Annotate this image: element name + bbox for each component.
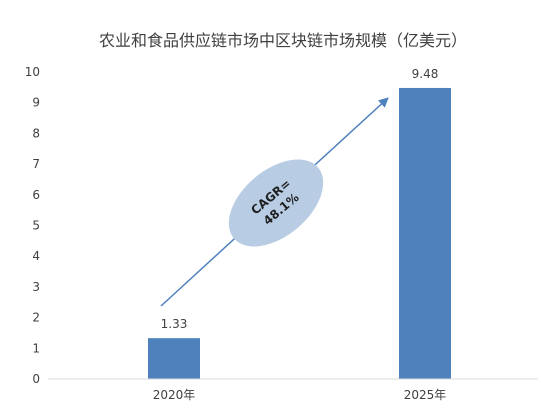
cagr-annotation: CAGR= 48.1% <box>228 159 324 247</box>
data-label: 1.33 <box>161 317 188 331</box>
y-axis: 0 1 2 3 4 5 6 7 8 9 10 <box>25 65 40 386</box>
y-tick-label: 1 <box>32 341 40 355</box>
y-tick-label: 3 <box>32 280 40 294</box>
data-label: 9.48 <box>412 67 439 81</box>
x-tick-label: 2020年 <box>153 388 196 402</box>
data-labels: 1.33 9.48 <box>161 67 439 331</box>
y-tick-label: 10 <box>25 65 40 79</box>
bars <box>148 87 451 380</box>
y-tick-label: 8 <box>32 126 40 140</box>
x-axis: 2020年 2025年 <box>153 388 447 402</box>
bar <box>399 87 451 380</box>
y-tick-label: 9 <box>32 96 40 110</box>
cagr-ellipse <box>228 159 324 247</box>
y-tick-label: 4 <box>32 249 40 263</box>
y-tick-label: 0 <box>32 372 40 386</box>
x-tick-label: 2025年 <box>404 388 447 402</box>
chart-title: 农业和食品供应链市场中区块链市场规模（亿美元） <box>99 31 467 50</box>
bar <box>148 338 200 379</box>
y-tick-label: 6 <box>32 188 40 202</box>
y-tick-label: 7 <box>32 157 40 171</box>
y-tick-label: 2 <box>32 311 40 325</box>
y-tick-label: 5 <box>32 219 40 233</box>
